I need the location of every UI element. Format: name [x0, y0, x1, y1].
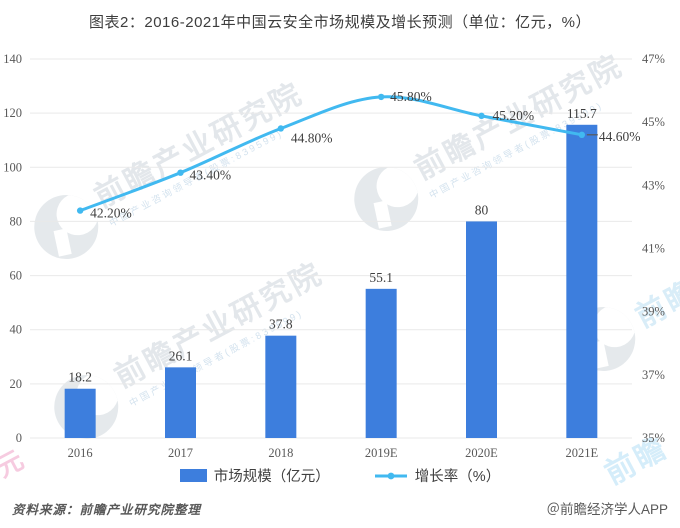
- legend-item-growth-rate: 增长率（%）: [374, 465, 500, 486]
- right-axis-tick-label: 43%: [642, 178, 665, 192]
- bar: [466, 221, 497, 438]
- bar-series-swatch-icon: [179, 469, 207, 482]
- legend-line-point: [387, 472, 395, 479]
- line-point: [277, 125, 285, 132]
- line-point: [478, 112, 485, 120]
- left-axis-tick-label: 140: [3, 52, 22, 66]
- bar-value-label: 55.1: [369, 270, 393, 285]
- left-axis-tick-label: 20: [10, 377, 23, 391]
- footer: 资料来源：前瞻产业研究院整理 ＠前瞻经济学人APP: [0, 498, 680, 518]
- x-axis-tick-label: 2019E: [365, 446, 398, 460]
- bar-value-label: 18.2: [68, 370, 92, 385]
- left-axis-tick-label: 0: [16, 431, 22, 445]
- line-point: [578, 131, 586, 138]
- chart-title: 图表2：2016-2021年中国云安全市场规模及增长预测（单位：亿元，%）: [89, 14, 591, 31]
- left-axis-tick-label: 60: [10, 269, 23, 283]
- bar: [566, 124, 598, 438]
- right-axis-tick-label: 47%: [642, 52, 665, 66]
- line-value-label: 42.20%: [90, 206, 132, 221]
- legend-label-growth-rate: 增长率（%）: [414, 469, 501, 485]
- line-value-label: 45.80%: [390, 89, 432, 104]
- left-axis-tick-label: 80: [10, 214, 23, 228]
- bar-value-label: 80: [475, 202, 489, 217]
- bar: [365, 288, 397, 438]
- right-axis-tick-label: 37%: [642, 368, 665, 382]
- x-axis-tick-label: 2021E: [566, 446, 599, 460]
- line-value-label: 43.40%: [190, 168, 232, 183]
- right-axis-tick-label: 39%: [642, 305, 665, 319]
- bar-value-label: 37.8: [269, 317, 293, 332]
- x-axis-tick-label: 2018: [268, 446, 293, 460]
- line-value-label: 44.80%: [291, 130, 333, 145]
- line-point: [177, 169, 184, 176]
- legend-label-market-size: 市场规模（亿元）: [213, 469, 330, 485]
- bar: [64, 388, 96, 438]
- line-value-label: 45.20%: [493, 108, 535, 123]
- bar-value-label: 26.1: [169, 348, 193, 363]
- credit-note: ＠前瞻经济学人APP: [546, 502, 668, 517]
- right-axis-tick-label: 41%: [642, 242, 665, 256]
- right-axis-tick-label: 35%: [642, 431, 665, 445]
- growth-line: [78, 95, 584, 213]
- legend-item-market-size: 市场规模（亿元）: [179, 465, 330, 486]
- left-axis-tick-label: 120: [3, 106, 22, 120]
- legend: 市场规模（亿元） 增长率（%）: [0, 465, 680, 486]
- bar: [165, 367, 196, 438]
- x-axis-tick-label: 2020E: [465, 446, 498, 460]
- bar-value-label: 115.7: [567, 106, 597, 121]
- line-point: [76, 207, 84, 214]
- right-axis-tick-label: 45%: [642, 115, 665, 129]
- line-series-swatch-icon: [374, 469, 408, 483]
- bar: [265, 335, 297, 438]
- left-axis-tick-label: 40: [10, 323, 23, 337]
- line-value-label: 44.60%: [599, 129, 641, 144]
- source-note: 资料来源：前瞻产业研究院整理: [12, 502, 202, 517]
- line-point: [377, 93, 385, 101]
- x-axis-tick-label: 2016: [68, 446, 93, 460]
- left-axis-tick-label: 100: [3, 160, 22, 174]
- x-axis-tick-label: 2017: [168, 446, 193, 460]
